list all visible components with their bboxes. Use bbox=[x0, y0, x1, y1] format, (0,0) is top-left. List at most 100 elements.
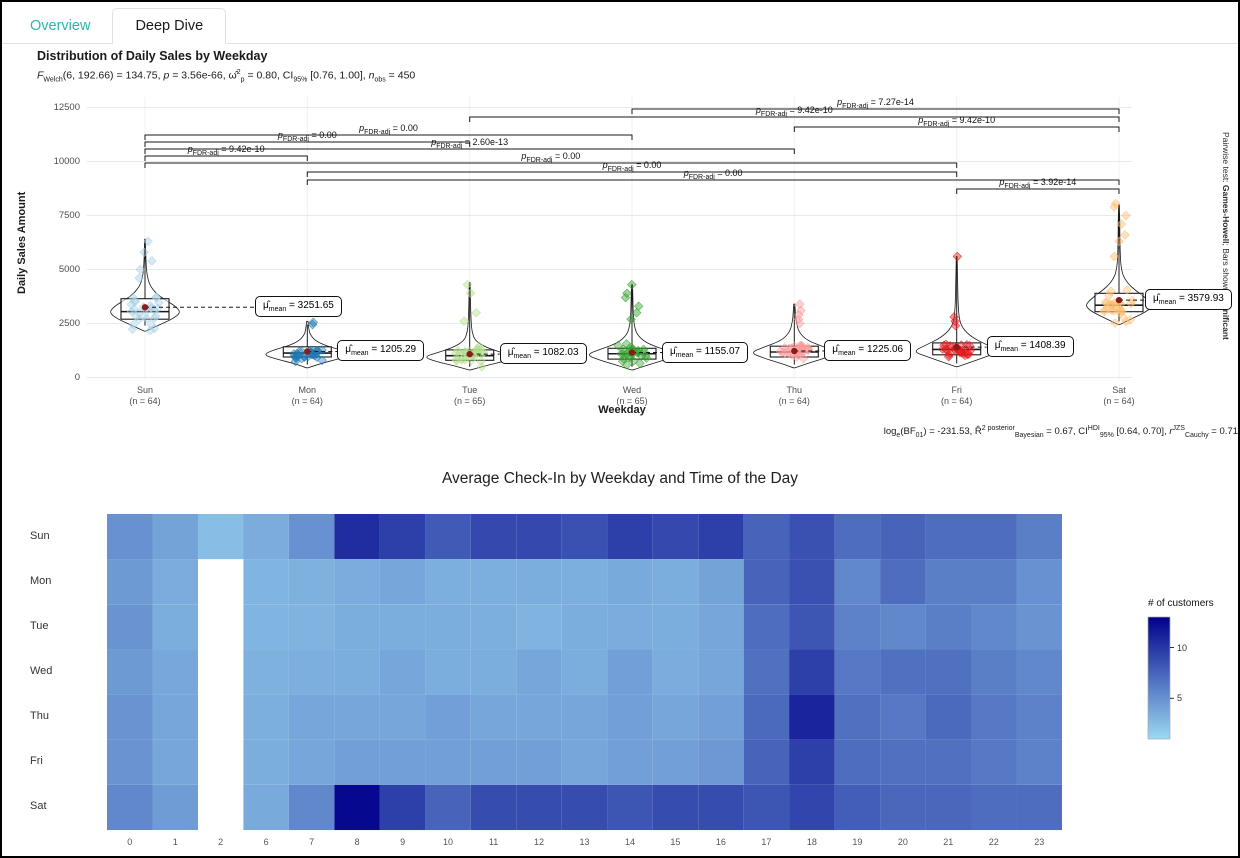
violin-pairwise-note: Pairwise test: Games-Howell; Bars shown:… bbox=[1221, 132, 1231, 340]
data-point bbox=[475, 344, 485, 354]
heatmap-cell bbox=[698, 739, 744, 785]
heatmap-cell bbox=[379, 694, 426, 740]
heatmap-col-label-2: 2 bbox=[218, 837, 224, 847]
heatmap-col-label-17: 17 bbox=[761, 837, 772, 847]
heatmap-cell bbox=[880, 649, 926, 695]
heatmap-col-label-10: 10 bbox=[443, 837, 454, 847]
heatmap-cell bbox=[107, 739, 153, 785]
mean-label-Mon: μ̂mean = 1205.29 bbox=[337, 340, 425, 362]
data-point bbox=[149, 313, 160, 323]
heatmap-col-label-16: 16 bbox=[715, 837, 726, 847]
heatmap-cell bbox=[971, 784, 1017, 831]
data-point bbox=[1121, 316, 1131, 327]
heatmap-cell bbox=[470, 694, 517, 740]
heatmap-cell bbox=[834, 739, 881, 785]
data-point bbox=[797, 341, 807, 351]
heatmap-cell bbox=[334, 694, 380, 740]
heatmap-cell bbox=[107, 604, 153, 650]
outlier-point bbox=[952, 251, 963, 262]
data-point bbox=[960, 348, 971, 359]
heatmap-cell bbox=[652, 649, 699, 695]
heatmap-cell bbox=[698, 559, 744, 605]
heatmap-legend-gradient bbox=[1147, 616, 1171, 740]
violin-x-tick-Thu: Thu (n = 64) bbox=[778, 385, 810, 407]
data-point bbox=[145, 300, 156, 311]
heatmap-cell bbox=[880, 694, 926, 740]
data-point bbox=[303, 351, 314, 361]
heatmap-cell bbox=[789, 739, 835, 785]
heatmap-cell bbox=[834, 604, 881, 650]
heatmap-cell bbox=[379, 649, 426, 695]
heatmap-col-label-9: 9 bbox=[400, 837, 406, 847]
heatmap-cell bbox=[379, 784, 426, 831]
heatmap-row-label-Thu: Thu bbox=[30, 710, 49, 723]
heatmap-cell bbox=[789, 649, 835, 695]
violin-y-axis-label: Daily Sales Amount bbox=[16, 191, 28, 294]
p-value-label: pFDR-adj = 3.92e-14 bbox=[999, 177, 1077, 190]
heatmap-cell bbox=[107, 694, 153, 740]
outlier-point bbox=[147, 256, 157, 266]
heatmap-cell bbox=[743, 739, 790, 785]
heatmap-cell bbox=[425, 694, 471, 740]
heatmap-cell bbox=[243, 784, 289, 831]
data-point bbox=[1122, 285, 1132, 295]
data-point bbox=[943, 352, 954, 362]
tab-deep-dive[interactable]: Deep Dive bbox=[112, 7, 227, 44]
heatmap-cell bbox=[971, 514, 1017, 560]
data-point bbox=[131, 311, 142, 322]
data-point bbox=[613, 340, 623, 351]
mean-dot-Sat bbox=[1115, 296, 1123, 304]
heatmap-cell bbox=[743, 649, 790, 695]
violin-y-tick: 0 bbox=[74, 372, 80, 383]
p-value-label: pFDR-adj = 0.00 bbox=[521, 151, 581, 164]
p-value-label: pFDR-adj = 9.42e-10 bbox=[755, 105, 833, 118]
mean-label-Sat: μ̂mean = 3579.93 bbox=[1145, 289, 1232, 311]
heatmap-cell bbox=[516, 739, 562, 785]
outlier-point bbox=[135, 264, 146, 275]
comparison-bracket bbox=[144, 148, 795, 154]
data-point bbox=[635, 358, 645, 369]
p-value-label: pFDR-adj = 0.00 bbox=[683, 168, 743, 181]
heatmap-cell bbox=[789, 559, 835, 605]
data-point bbox=[965, 345, 976, 356]
heatmap-cell bbox=[561, 694, 608, 740]
outlier-point bbox=[471, 307, 481, 318]
heatmap-cell bbox=[425, 649, 471, 695]
data-point bbox=[476, 356, 486, 366]
data-point bbox=[780, 348, 790, 358]
data-point bbox=[151, 311, 161, 321]
mean-label-Tue: μ̂mean = 1082.03 bbox=[499, 343, 587, 365]
data-point bbox=[145, 325, 155, 336]
data-point bbox=[962, 349, 973, 360]
heatmap-cell bbox=[198, 514, 244, 560]
heatmap-cell bbox=[1016, 604, 1062, 650]
heatmap-col-label-0: 0 bbox=[127, 837, 133, 847]
heatmap-cell bbox=[152, 604, 198, 650]
heatmap-cell bbox=[834, 694, 881, 740]
heatmap-col-label-13: 13 bbox=[579, 837, 590, 847]
heatmap-col-label-8: 8 bbox=[354, 837, 360, 847]
heatmap-cell bbox=[698, 694, 744, 740]
heatmap-col-label-18: 18 bbox=[806, 837, 817, 847]
outlier-point bbox=[949, 312, 959, 322]
data-point bbox=[126, 299, 137, 310]
data-point bbox=[617, 356, 628, 367]
mean-label-Sun: μ̂mean = 3251.65 bbox=[255, 296, 342, 318]
heatmap-cell bbox=[652, 694, 699, 740]
heatmap-col-label-22: 22 bbox=[988, 837, 999, 847]
heatmap-cell bbox=[243, 649, 289, 695]
heatmap-cell bbox=[743, 559, 790, 605]
heatmap-cell bbox=[925, 649, 972, 695]
heatmap-cell bbox=[334, 784, 380, 831]
tab-overview[interactable]: Overview bbox=[30, 17, 91, 34]
mean-dot-Wed bbox=[628, 349, 636, 356]
data-point bbox=[794, 341, 805, 351]
outlier-point bbox=[795, 299, 805, 309]
data-point bbox=[1115, 304, 1126, 315]
heatmap-cell bbox=[880, 739, 926, 785]
outlier-point bbox=[1116, 219, 1127, 229]
data-point bbox=[129, 304, 139, 315]
heatmap-col-label-14: 14 bbox=[624, 837, 635, 847]
heatmap-cell bbox=[152, 514, 198, 560]
p-value-label: pFDR-adj = 2.60e-13 bbox=[431, 137, 509, 150]
